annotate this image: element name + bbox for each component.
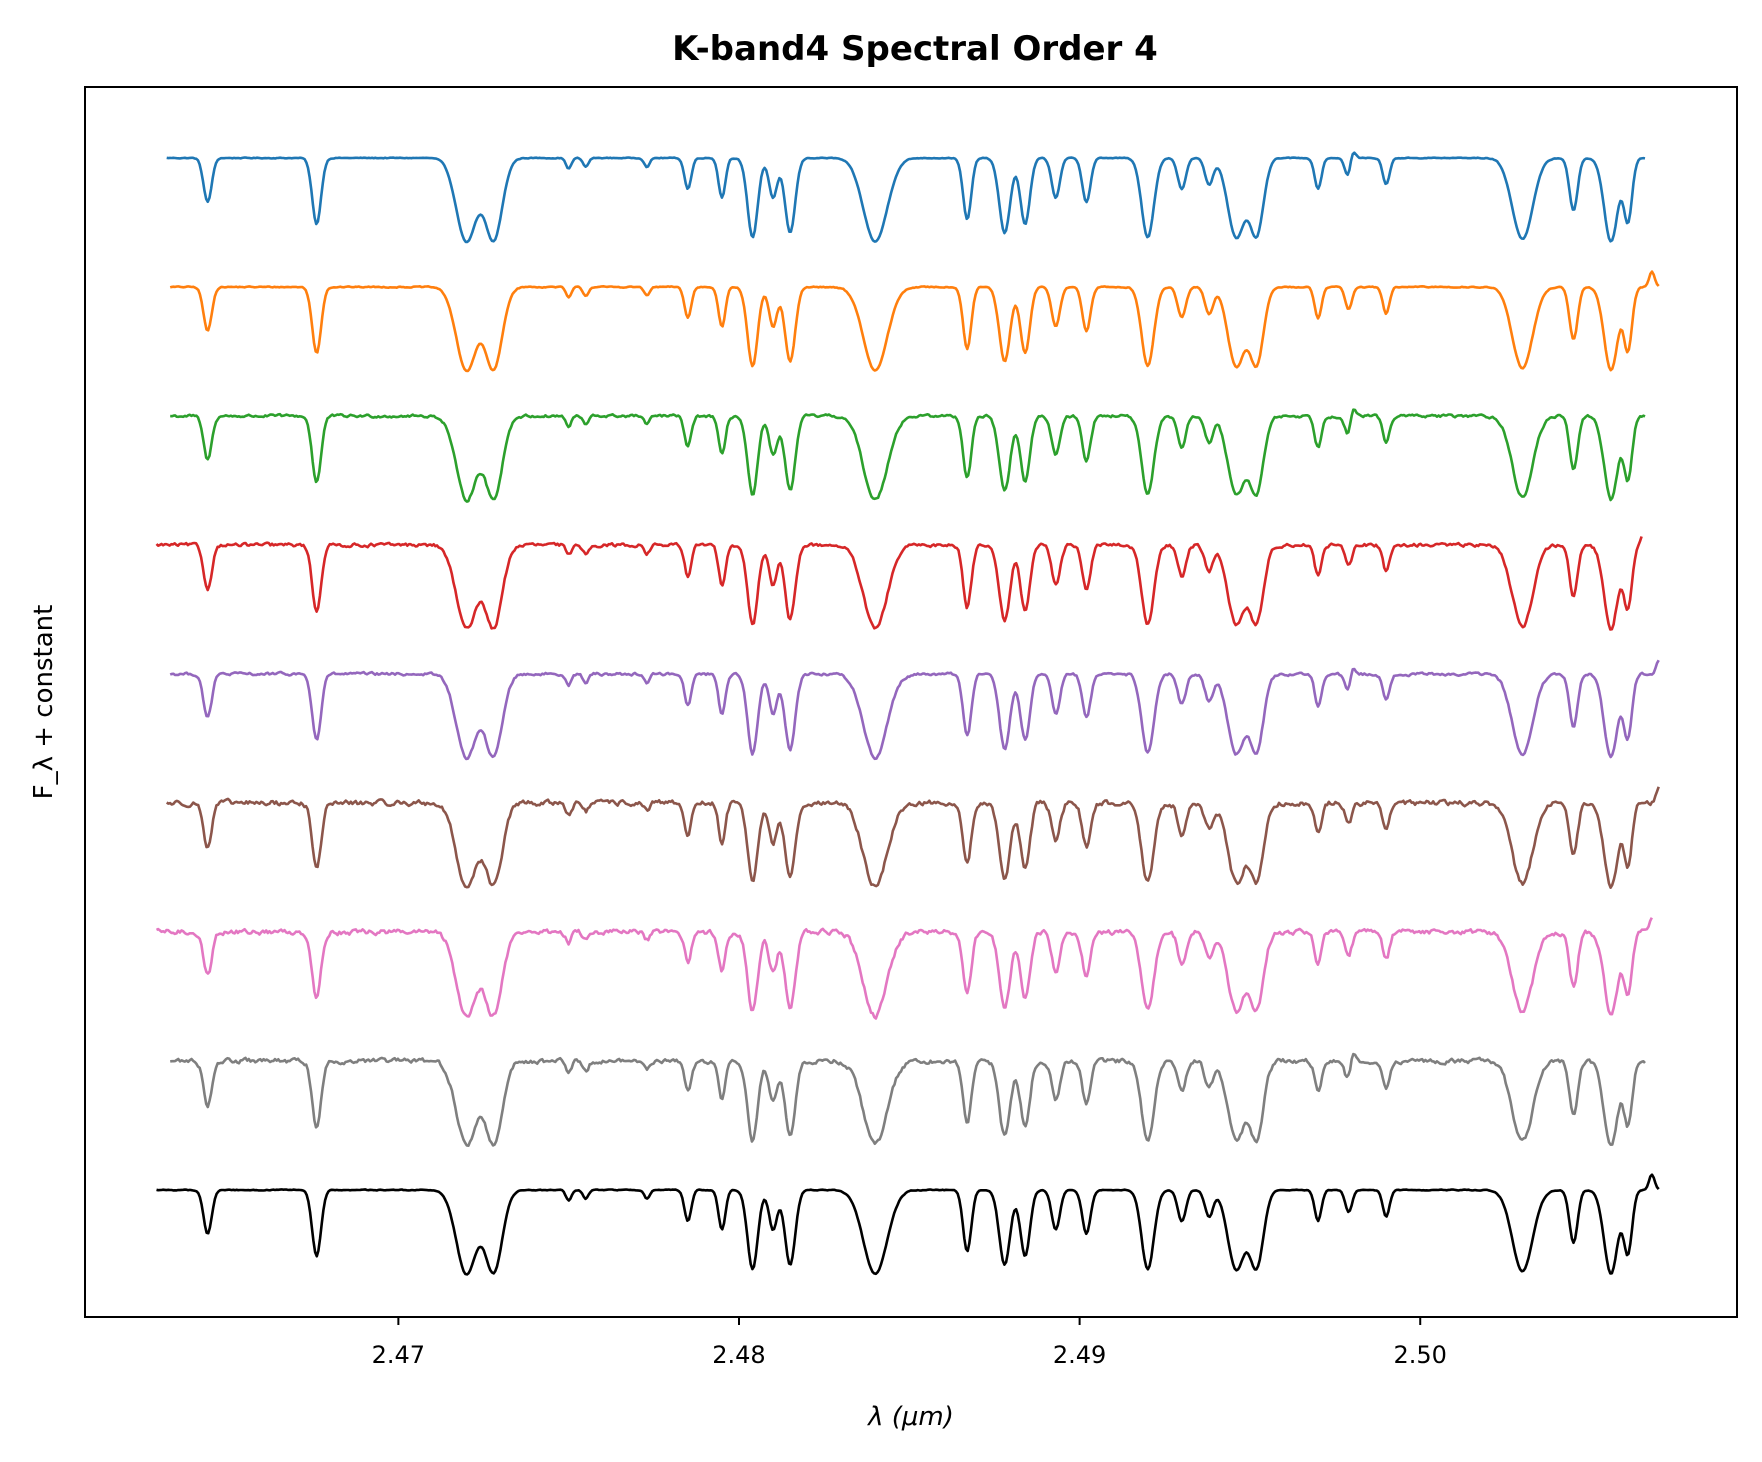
spectrum-line-7 (155, 917, 1653, 1020)
plot-frame (84, 86, 1738, 1318)
spectrum-line-1 (166, 151, 1646, 244)
x-tick-label: 2.49 (1053, 1341, 1106, 1369)
y-axis-label: F_λ + constant (29, 605, 59, 800)
spectrum-line-5 (169, 659, 1660, 761)
spectrum-line-8 (169, 1052, 1646, 1147)
x-axis-ticks: 2.47 2.48 2.49 2.50 (372, 1317, 1447, 1369)
series-layer (155, 151, 1660, 1276)
chart-title: K-band4 Spectral Order 4 (672, 29, 1158, 69)
x-tick-label: 2.47 (372, 1341, 425, 1369)
spectrum-line-6 (165, 786, 1660, 890)
x-tick-label: 2.48 (712, 1341, 765, 1369)
spectrum-line-9 (156, 1173, 1660, 1276)
spectrum-line-2 (169, 270, 1660, 373)
spectrum-line-4 (155, 536, 1643, 631)
x-tick-label: 2.50 (1394, 1341, 1447, 1369)
x-axis-label: λ (μm) (866, 1402, 954, 1432)
spectrum-line-3 (170, 408, 1646, 503)
